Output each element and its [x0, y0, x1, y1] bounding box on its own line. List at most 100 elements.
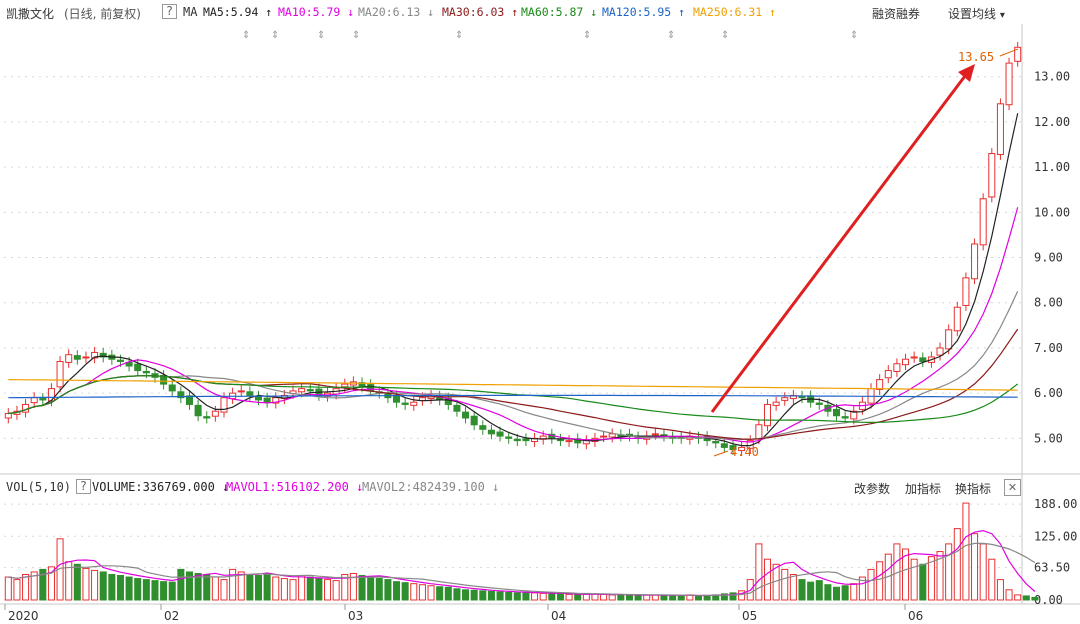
candle-body — [410, 401, 418, 406]
volume-bar — [444, 586, 452, 601]
volume-bar — [1031, 596, 1039, 601]
volume-bar — [755, 543, 763, 601]
volume-bar — [246, 574, 254, 601]
volume-bar — [384, 579, 392, 601]
candle-body — [841, 416, 849, 419]
candle-body — [729, 445, 737, 451]
candle-body — [462, 411, 470, 419]
volume-bar — [323, 579, 332, 601]
volume-bar — [936, 551, 944, 601]
volume-bar — [850, 583, 858, 601]
volume-value: VOLUME:336769.000 ↓ — [92, 480, 229, 494]
event-marker-icon: ⇕ — [352, 30, 360, 41]
ma-legend-item: MA30:6.03 ↑ — [442, 5, 519, 19]
price-tick-label: 11.00 — [1034, 160, 1070, 174]
volume-bar — [625, 594, 633, 601]
volume-bar — [1022, 595, 1030, 601]
candle-body — [298, 388, 306, 393]
volume-bar — [694, 595, 703, 601]
volume-bar — [565, 593, 573, 601]
volume-tick-label: 125.00 — [1034, 529, 1077, 543]
volume-bar — [99, 571, 107, 601]
volume-bar — [358, 575, 366, 601]
volume-bar — [160, 581, 168, 601]
volume-bar — [237, 571, 245, 601]
candle-body — [979, 198, 987, 246]
event-marker-icon: ⇕ — [271, 30, 279, 41]
volume-bar — [876, 561, 884, 601]
volume-bar — [781, 568, 789, 601]
volume-ma-line — [8, 542, 1036, 597]
low-price-label: 4.40 — [730, 445, 759, 459]
close-icon[interactable]: ✕ — [1004, 479, 1021, 496]
candle-body — [4, 412, 12, 419]
volume-bar — [556, 593, 564, 601]
ma-legend-item: MA60:5.87 ↓ — [521, 5, 598, 19]
change-params-button[interactable]: 改参数 — [854, 482, 891, 496]
candle-body — [401, 402, 409, 405]
ma-legend-item: MA250:6.31 ↑ — [693, 5, 777, 19]
candle-body — [125, 361, 133, 367]
candle-body — [996, 103, 1004, 155]
x-tick-label: 02 — [164, 609, 179, 623]
volume-bar — [531, 592, 539, 601]
switch-indicator-button[interactable]: 换指标 — [955, 482, 992, 496]
add-indicator-button[interactable]: 加指标 — [905, 482, 942, 496]
candle-body — [884, 370, 892, 379]
volume-bar — [988, 558, 996, 601]
candle-body — [142, 370, 150, 374]
ma-help-button[interactable]: ? — [162, 4, 177, 19]
arrow-down-icon: ↓ — [222, 480, 230, 494]
volume-bar — [47, 566, 55, 601]
candle-body — [211, 410, 219, 417]
volume-bar — [418, 584, 426, 601]
candle-body — [893, 363, 901, 372]
volume-bar — [298, 575, 306, 601]
candle-body — [971, 243, 979, 280]
candle-body — [496, 431, 504, 437]
volume-bar — [263, 572, 271, 601]
candle-body — [116, 359, 124, 362]
candle-body — [945, 329, 953, 350]
volume-bar — [134, 578, 142, 601]
volume-bar — [815, 580, 823, 601]
candle-body — [755, 424, 763, 440]
candle-body — [306, 389, 314, 392]
chart-mode: (日线, 前复权) — [64, 7, 141, 21]
candle-body — [720, 443, 728, 448]
volume-bar — [367, 576, 375, 601]
ma-line — [8, 394, 1018, 399]
candle-body — [444, 397, 452, 405]
candle-body — [832, 408, 841, 417]
volume-bar — [479, 590, 487, 601]
candle-body — [600, 435, 608, 438]
volume-bar — [634, 594, 642, 601]
event-marker-icon: ⇕ — [583, 30, 591, 41]
margin-trading-button[interactable]: 融资融券 — [872, 7, 921, 21]
volume-bar — [996, 579, 1004, 601]
x-tick-label: 03 — [348, 609, 363, 623]
candle-body — [168, 384, 176, 392]
settings-ma-button[interactable]: 设置均线 ▾ — [948, 5, 1005, 22]
volume-bar — [315, 578, 323, 601]
x-tick-label: 04 — [551, 609, 566, 623]
volume-bar — [1005, 589, 1013, 601]
candle-body — [919, 357, 927, 362]
candle-body — [988, 153, 996, 198]
x-tick-label: 05 — [742, 609, 757, 623]
volume-bar — [919, 563, 927, 601]
volume-tick-label: 63.50 — [1034, 561, 1070, 575]
volume-bar — [436, 586, 444, 601]
candle-body — [910, 356, 918, 359]
volume-bar — [30, 571, 38, 601]
ma-legend-item: MA20:6.13 ↓ — [358, 5, 435, 19]
candle-body — [962, 277, 970, 306]
candle-body — [608, 433, 616, 438]
price-tick-label: 8.00 — [1034, 296, 1063, 310]
volume-bar — [280, 578, 288, 601]
volume-bar — [151, 580, 159, 601]
volume-bar — [729, 592, 737, 601]
volume-bar — [807, 581, 815, 601]
volume-help-button[interactable]: ? — [76, 479, 91, 494]
